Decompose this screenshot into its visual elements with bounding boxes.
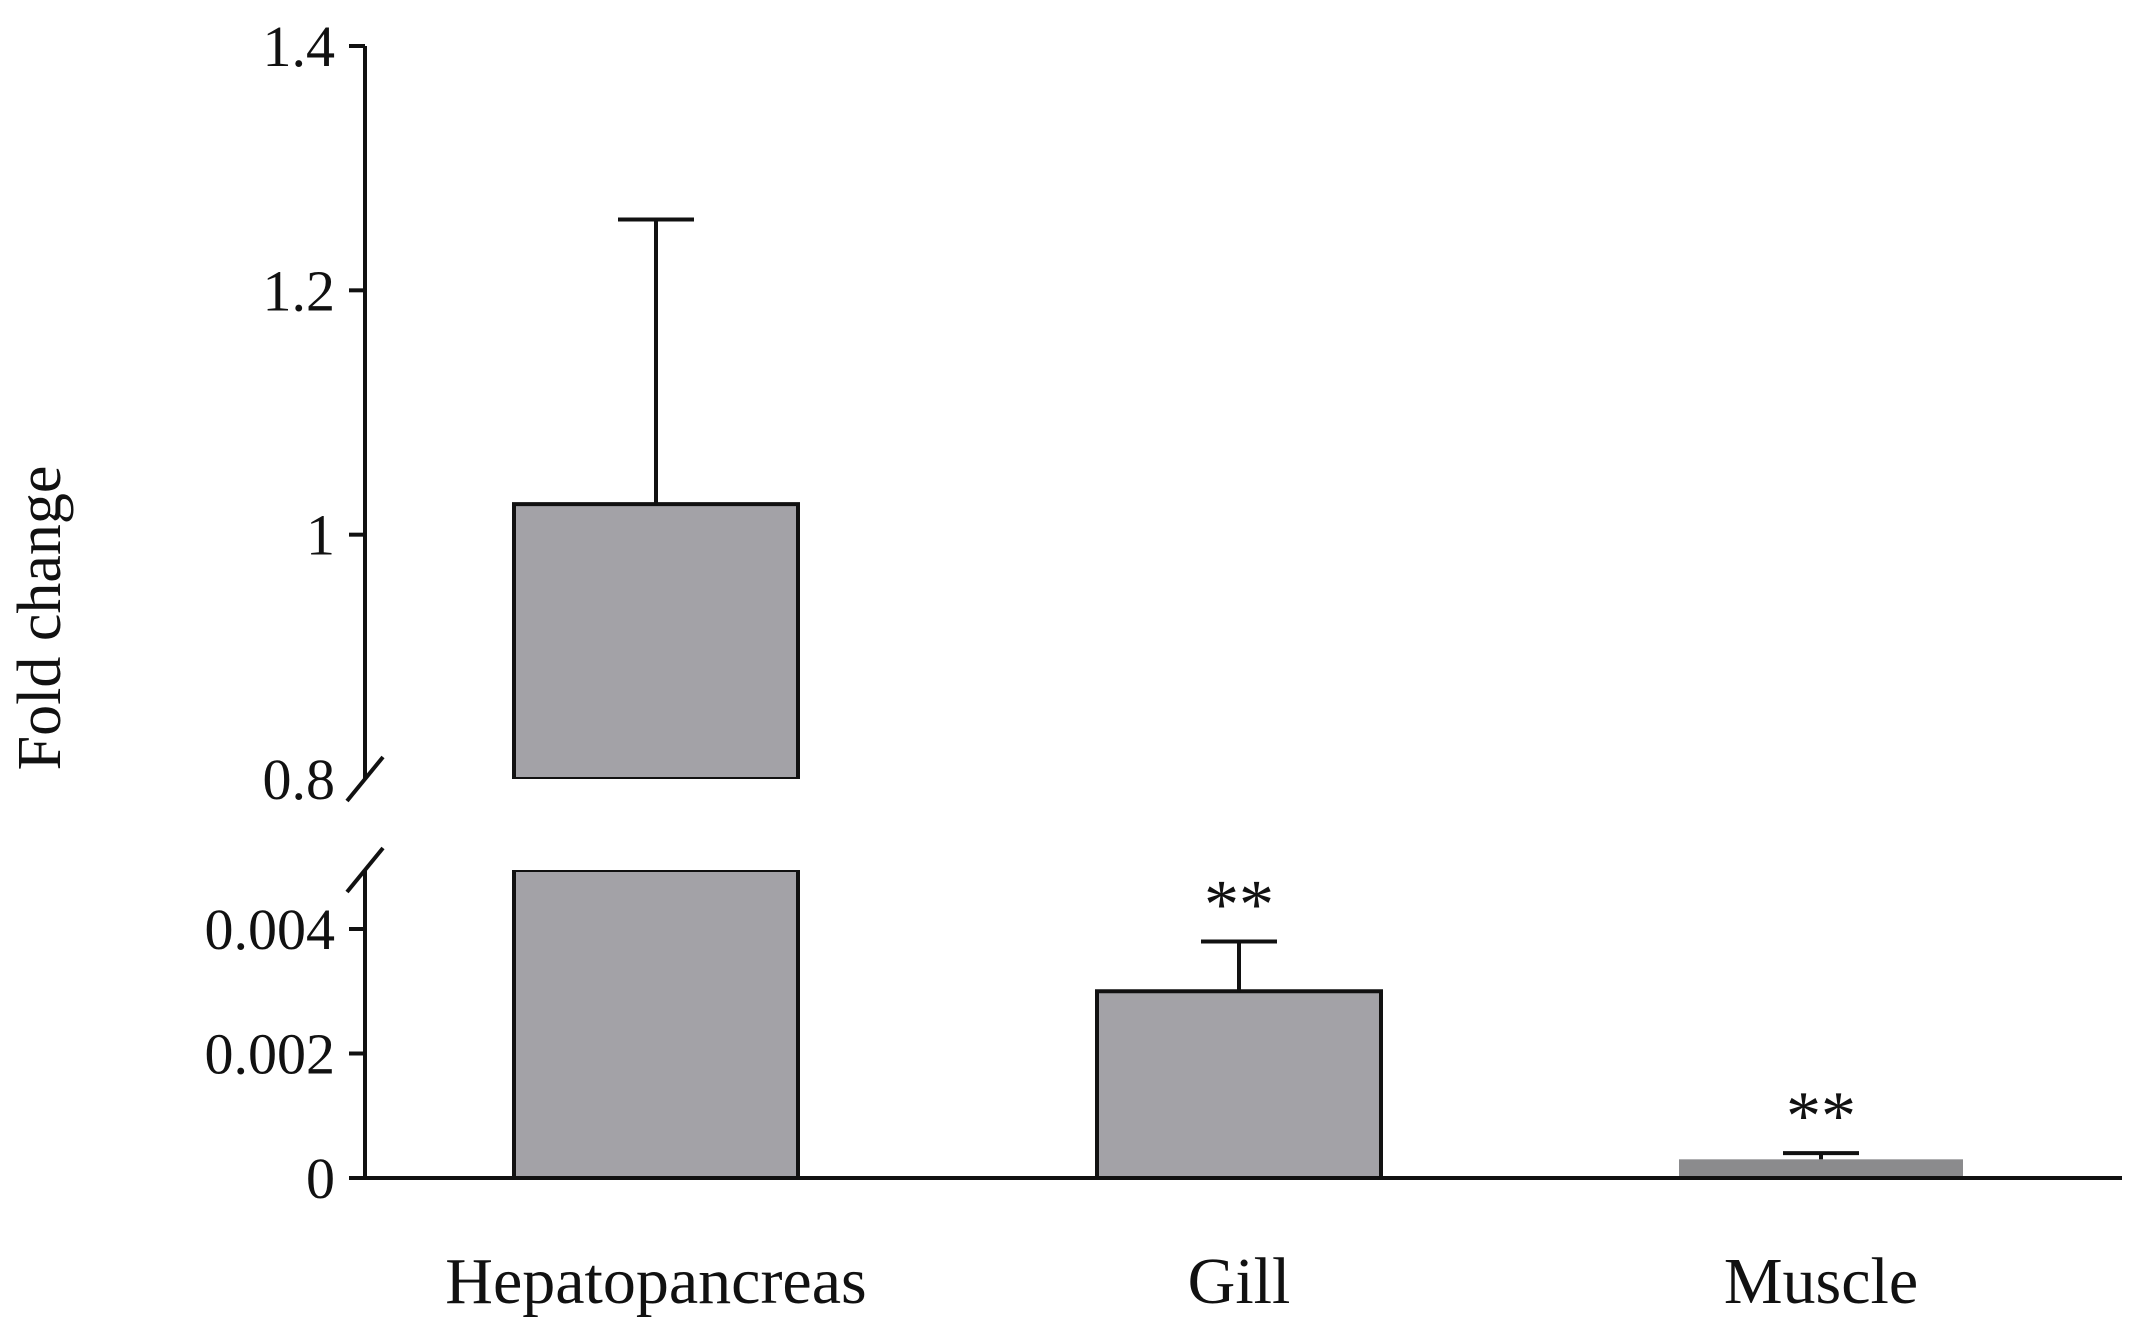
y-tick-label-0.004: 0.004 <box>205 897 336 962</box>
category-labels-layer: Hepatopancreas Gill Muscle <box>445 1245 1918 1318</box>
axis-break-mark-upper <box>345 755 385 803</box>
y-tick-label-0.002: 0.002 <box>205 1022 336 1087</box>
axis-break-mark-lower <box>345 846 385 894</box>
axes-layer <box>345 46 2122 1180</box>
y-tick-label-0.8: 0.8 <box>263 747 336 812</box>
significance-muscle: ** <box>1786 1078 1856 1155</box>
bar-hepatopancreas-lower <box>512 868 800 1180</box>
category-label-muscle: Muscle <box>1724 1245 1918 1318</box>
bar-gill <box>1095 989 1383 1180</box>
y-tick-label-1: 1 <box>306 503 335 568</box>
y-tick-label-1.2: 1.2 <box>263 258 336 323</box>
bar-hepatopancreas-break-gap <box>510 779 802 870</box>
significance-labels-layer: ** ** <box>1204 866 1856 1155</box>
y-axis-title: Fold change <box>6 466 74 771</box>
category-label-hepatopancreas: Hepatopancreas <box>445 1245 866 1318</box>
y-tick-label-1.4: 1.4 <box>263 14 336 79</box>
bars-layer <box>510 502 1963 1180</box>
y-tick-label-0: 0 <box>306 1146 335 1211</box>
error-bars-layer <box>618 217 1859 1160</box>
bar-hepatopancreas-upper <box>512 502 800 781</box>
y-ticks-layer: 0 0.002 0.004 0.8 1 1.2 1.4 <box>205 14 365 1211</box>
bar-muscle <box>1679 1159 1963 1178</box>
category-label-gill: Gill <box>1188 1245 1291 1318</box>
significance-gill: ** <box>1204 866 1274 943</box>
